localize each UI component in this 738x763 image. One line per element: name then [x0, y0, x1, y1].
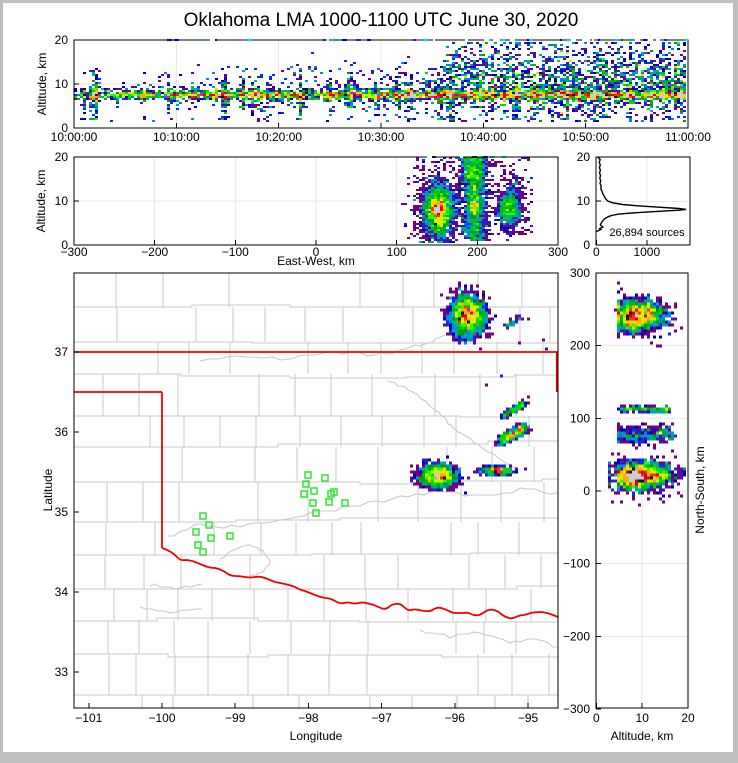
svg-text:34: 34: [55, 585, 69, 599]
svg-text:20: 20: [55, 33, 69, 47]
svg-text:Altitude, km: Altitude, km: [611, 729, 674, 743]
svg-text:0: 0: [313, 245, 320, 259]
svg-text:10:30:00: 10:30:00: [358, 130, 405, 144]
svg-text:0: 0: [593, 711, 600, 725]
svg-text:36: 36: [55, 425, 69, 439]
svg-text:0: 0: [583, 484, 590, 498]
svg-text:10:00:00: 10:00:00: [51, 130, 98, 144]
svg-text:200: 200: [467, 245, 487, 259]
svg-text:20: 20: [55, 150, 69, 164]
svg-text:300: 300: [570, 266, 590, 280]
svg-text:−300: −300: [563, 702, 590, 716]
svg-text:35: 35: [55, 505, 69, 519]
svg-text:10: 10: [55, 77, 69, 91]
svg-text:11:00:00: 11:00:00: [665, 130, 711, 144]
svg-text:−100: −100: [148, 711, 175, 725]
svg-text:Longitude: Longitude: [290, 729, 343, 743]
svg-text:−99: −99: [225, 711, 246, 725]
svg-text:10:20:00: 10:20:00: [255, 130, 302, 144]
svg-text:200: 200: [570, 339, 590, 353]
svg-text:−101: −101: [75, 711, 102, 725]
svg-text:10:50:00: 10:50:00: [562, 130, 609, 144]
svg-text:26,894 sources: 26,894 sources: [609, 227, 685, 239]
svg-text:20: 20: [681, 711, 695, 725]
svg-text:300: 300: [548, 245, 568, 259]
svg-text:East-West, km: East-West, km: [277, 254, 355, 268]
svg-text:1000: 1000: [633, 245, 660, 259]
svg-text:33: 33: [55, 665, 69, 679]
svg-text:−96: −96: [445, 711, 466, 725]
svg-text:−98: −98: [298, 711, 319, 725]
svg-text:−97: −97: [371, 711, 392, 725]
svg-text:Altitude, km: Altitude, km: [35, 53, 49, 116]
svg-text:−100: −100: [222, 245, 249, 259]
svg-text:20: 20: [577, 150, 591, 164]
svg-text:0: 0: [593, 245, 600, 259]
svg-text:−95: −95: [518, 711, 539, 725]
svg-text:10:10:00: 10:10:00: [153, 130, 200, 144]
svg-text:Latitude: Latitude: [41, 468, 55, 511]
svg-text:10: 10: [636, 711, 650, 725]
svg-text:10: 10: [55, 194, 69, 208]
svg-text:North-South, km: North-South, km: [693, 446, 707, 533]
svg-text:10:40:00: 10:40:00: [460, 130, 507, 144]
svg-text:100: 100: [570, 411, 590, 425]
svg-text:−200: −200: [141, 245, 168, 259]
svg-text:−100: −100: [563, 557, 590, 571]
svg-text:0: 0: [61, 121, 68, 135]
svg-text:−300: −300: [60, 245, 87, 259]
svg-text:0: 0: [583, 238, 590, 252]
svg-text:Altitude, km: Altitude, km: [34, 170, 48, 233]
svg-text:10: 10: [577, 194, 591, 208]
svg-text:100: 100: [387, 245, 407, 259]
svg-text:0: 0: [61, 238, 68, 252]
svg-text:37: 37: [55, 345, 69, 359]
svg-text:Oklahoma LMA 1000-1100 UTC Jun: Oklahoma LMA 1000-1100 UTC June 30, 2020: [184, 10, 579, 31]
svg-text:−200: −200: [563, 629, 590, 643]
